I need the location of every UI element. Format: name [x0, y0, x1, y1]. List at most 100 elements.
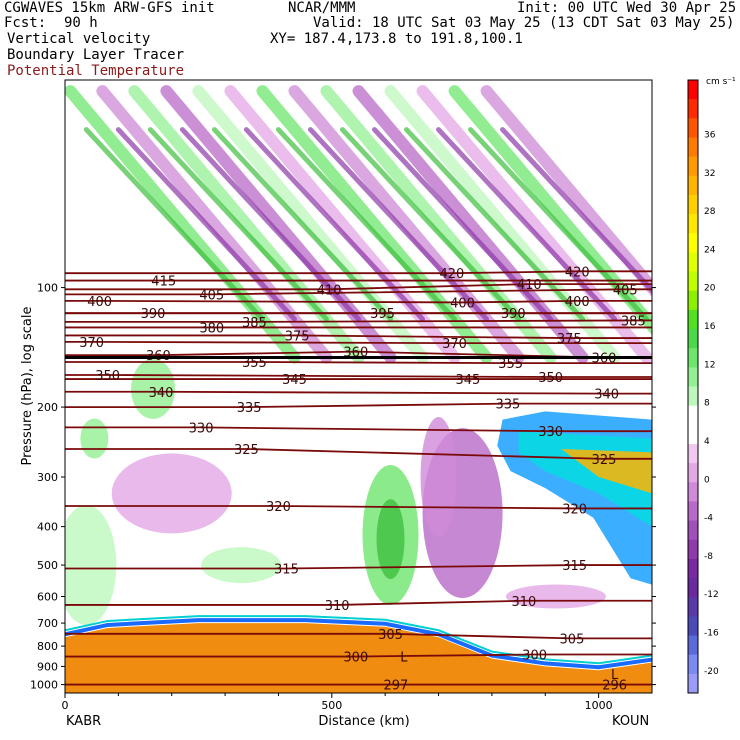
wave-band-core	[115, 127, 297, 322]
theta-label: 320	[562, 502, 587, 517]
theta-label: 420	[565, 265, 590, 280]
theta-label: 305	[560, 632, 585, 647]
colorbar-label: 4	[704, 437, 710, 447]
theta-label: 335	[496, 398, 521, 413]
wave-band-core	[307, 127, 490, 322]
right-station-label: KOUN	[612, 714, 649, 729]
colorbar-swatch	[688, 597, 698, 617]
x-tick-label: 1000	[585, 699, 613, 712]
colorbar-frame	[687, 79, 699, 694]
colorbar-label: 28	[704, 207, 716, 217]
colorbar-label: 16	[704, 322, 716, 332]
surface-low-label: L	[611, 668, 619, 683]
plot-axes: 100 200 300 400 500 600 700 800 900 1000 0 500 1000	[30, 79, 656, 712]
field-vertical-velocity: Vertical velocity	[7, 31, 151, 47]
colorbar-label: -16	[704, 629, 719, 639]
theta-label: 345	[282, 373, 307, 388]
theta-label: 400	[87, 295, 112, 310]
colorbar-swatch	[688, 424, 698, 445]
colorbar-label: -8	[704, 552, 713, 562]
left-station-label: KABR	[66, 714, 101, 729]
y-tick-label: 200	[37, 401, 58, 414]
colorbar-label: -4	[704, 514, 713, 524]
colorbar-swatch	[688, 118, 698, 138]
theta-line-330	[65, 426, 652, 433]
theta-line-320	[65, 505, 652, 510]
vertical-velocity-cell	[111, 453, 232, 534]
x-axis-label: Distance (km)	[318, 714, 409, 729]
colorbar-swatch	[688, 80, 698, 100]
y-tick-label: 800	[37, 640, 58, 653]
vertical-velocity-cell	[376, 499, 405, 580]
theta-label: 340	[594, 388, 619, 403]
field-potential-temperature: Potential Temperature	[7, 63, 185, 79]
colorbar-swatch	[688, 329, 698, 349]
theta-label: 355	[498, 357, 523, 372]
theta-label: 350	[95, 369, 120, 384]
theta-line-325	[65, 448, 652, 460]
wave-band-core	[339, 127, 522, 322]
theta-label: 305	[378, 628, 403, 643]
theta-line-410	[65, 283, 652, 291]
y-tick-label: 700	[37, 617, 58, 630]
y-tick-label: 900	[37, 660, 58, 673]
boundary-layer-edge	[65, 615, 652, 665]
y-tick-label: 500	[37, 559, 58, 572]
theta-label: 410	[517, 278, 542, 293]
theta-label: 415	[151, 275, 176, 290]
colorbar-label: 32	[704, 169, 715, 179]
wave-band-core	[83, 127, 265, 322]
theta-label: 315	[562, 559, 587, 574]
wave-band-core	[436, 127, 618, 322]
theta-label: 355	[242, 356, 267, 371]
theta-line-335	[65, 402, 652, 408]
colorbar-label: 12	[704, 360, 715, 370]
wave-band-core	[211, 127, 394, 322]
colorbar-label: 36	[704, 130, 716, 140]
colorbar-swatch	[688, 463, 698, 483]
colorbar-label: -20	[704, 667, 719, 677]
field-boundary-layer-tracer: Boundary Layer Tracer	[7, 47, 185, 63]
theta-contours: 297 296 300 300 305 305 310 310 315 315 320 320 325 3…	[65, 265, 652, 694]
theta-label: 405	[613, 283, 638, 298]
init-time: Init: 00 UTC Wed 30 Apr 25	[517, 0, 737, 16]
wave-band	[480, 85, 652, 298]
y-tick-label: 100	[37, 282, 58, 295]
colorbar-swatch	[688, 654, 698, 675]
theta-label: 390	[501, 307, 526, 322]
theta-label: 390	[141, 307, 166, 322]
theta-label: 320	[266, 500, 291, 515]
x-tick-label: 0	[62, 699, 69, 712]
theta-line-385	[65, 319, 652, 323]
theta-label: 325	[234, 443, 259, 458]
theta-label: 400	[450, 296, 475, 311]
colorbar-label: -12	[704, 590, 719, 600]
colorbar-label: 24	[704, 245, 716, 255]
wave-band-core	[404, 127, 586, 322]
theta-label: 395	[370, 307, 395, 322]
colorbar-swatch	[688, 405, 698, 426]
theta-label: 375	[285, 329, 310, 344]
colorbar-swatch	[688, 539, 698, 560]
wave-band-core	[500, 127, 652, 294]
theta-label: 405	[199, 288, 224, 303]
theta-label: 315	[274, 562, 299, 577]
theta-line-355	[65, 361, 652, 365]
theta-line-375	[65, 334, 652, 339]
colorbar-label: 0	[704, 475, 710, 485]
theta-line-340	[65, 390, 652, 395]
y-tick-label: 600	[37, 591, 58, 604]
theta-label: 310	[512, 595, 537, 610]
theta-label: 385	[242, 316, 267, 331]
theta-label: 296	[602, 679, 627, 694]
theta-line-400	[65, 299, 652, 304]
surface-low-label: L	[400, 651, 408, 666]
theta-line-350	[65, 374, 652, 378]
colorbar: 36 32 28 24 20 16 12 8 4 0 -4 -8 -12 -16 -20	[687, 79, 719, 694]
cross-section-endpoints: XY= 187.4,173.8 to 191.8,100.1	[270, 31, 523, 47]
theta-label: 385	[621, 314, 646, 329]
colorbar-swatch	[688, 367, 698, 387]
y-axis-label: Pressure (hPa), log scale	[20, 307, 35, 466]
colorbar-swatch	[688, 616, 698, 637]
